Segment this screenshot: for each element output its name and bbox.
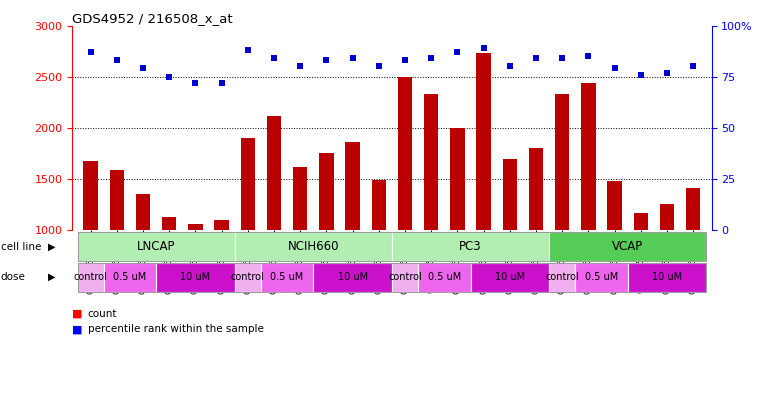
Bar — [660, 204, 674, 230]
Point — [582, 53, 594, 59]
Text: control: control — [546, 272, 579, 282]
Text: 0.5 uM: 0.5 uM — [585, 272, 618, 282]
Bar — [502, 160, 517, 230]
Bar — [529, 148, 543, 230]
Text: NCIH660: NCIH660 — [288, 240, 339, 253]
Bar — [240, 138, 255, 230]
Text: 10 uM: 10 uM — [495, 272, 525, 282]
Point — [425, 55, 438, 61]
Point — [504, 63, 516, 70]
Point — [268, 55, 280, 61]
Text: LNCAP: LNCAP — [137, 240, 175, 253]
Bar — [398, 77, 412, 230]
Point — [530, 55, 542, 61]
Text: GDS4952 / 216508_x_at: GDS4952 / 216508_x_at — [72, 12, 233, 25]
Bar — [555, 94, 569, 230]
Point — [635, 72, 647, 78]
Point — [609, 65, 621, 72]
Text: VCAP: VCAP — [612, 240, 643, 253]
Bar — [162, 217, 177, 230]
Bar — [686, 188, 700, 230]
Bar — [607, 181, 622, 230]
Bar — [267, 116, 282, 230]
Point — [163, 73, 175, 80]
Bar — [188, 224, 202, 230]
Point — [189, 80, 202, 86]
Bar — [319, 153, 333, 230]
Text: ▶: ▶ — [48, 242, 56, 252]
Bar — [634, 213, 648, 230]
Text: 0.5 uM: 0.5 uM — [428, 272, 461, 282]
Text: 10 uM: 10 uM — [180, 272, 211, 282]
Point — [556, 55, 568, 61]
Bar — [135, 194, 150, 230]
Text: 0.5 uM: 0.5 uM — [270, 272, 304, 282]
Point — [399, 57, 411, 63]
Point — [687, 63, 699, 70]
Point — [215, 80, 228, 86]
Text: 0.5 uM: 0.5 uM — [113, 272, 147, 282]
Bar — [424, 94, 438, 230]
Point — [242, 47, 254, 53]
Point — [477, 45, 489, 51]
Bar — [110, 170, 124, 230]
Text: 10 uM: 10 uM — [652, 272, 682, 282]
Bar — [451, 128, 465, 230]
Bar — [371, 180, 386, 230]
Bar — [345, 142, 360, 230]
Text: control: control — [74, 272, 107, 282]
Text: ▶: ▶ — [48, 272, 56, 282]
Bar — [476, 53, 491, 230]
Bar — [293, 167, 307, 230]
Bar — [581, 83, 596, 230]
Point — [373, 63, 385, 70]
Point — [111, 57, 123, 63]
Text: control: control — [388, 272, 422, 282]
Text: ■: ■ — [72, 324, 83, 334]
Point — [451, 49, 463, 55]
Point — [346, 55, 358, 61]
Text: ■: ■ — [72, 309, 83, 319]
Text: percentile rank within the sample: percentile rank within the sample — [88, 324, 263, 334]
Text: 10 uM: 10 uM — [338, 272, 368, 282]
Bar — [84, 162, 98, 230]
Point — [295, 63, 307, 70]
Text: count: count — [88, 309, 117, 319]
Text: dose: dose — [1, 272, 26, 282]
Bar — [215, 220, 229, 230]
Text: cell line: cell line — [1, 242, 41, 252]
Text: PC3: PC3 — [459, 240, 482, 253]
Text: control: control — [231, 272, 265, 282]
Point — [320, 57, 333, 63]
Point — [661, 70, 673, 76]
Point — [137, 65, 149, 72]
Point — [84, 49, 97, 55]
